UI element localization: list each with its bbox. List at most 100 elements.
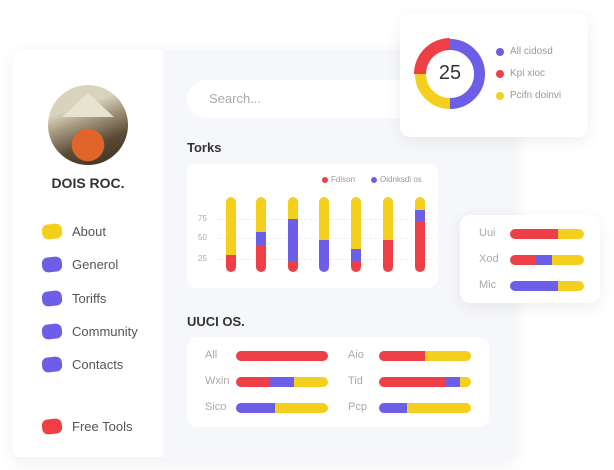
nav-blob-icon (41, 289, 63, 307)
bar-segment-red (379, 377, 447, 387)
stacked-bar (256, 197, 266, 272)
row-label: Sico (205, 401, 227, 413)
legend-label: Kpi xioc (510, 68, 546, 79)
horizontal-stacked-bar (510, 229, 584, 239)
row-label: Tid (348, 375, 363, 387)
bar-segment-yellow (425, 351, 471, 361)
avatar (48, 85, 128, 165)
sidebar-item-about[interactable]: About (41, 221, 106, 241)
row-label: Pcp (348, 401, 367, 413)
sidebar-item-toriffs[interactable]: Toriffs (41, 288, 107, 308)
bar-segment-purple (269, 377, 294, 387)
bar-segment-yellow (552, 255, 584, 265)
bar-segment-yellow (226, 197, 236, 255)
sidebar-item-free-tools[interactable]: Free Tools (41, 416, 133, 436)
bar-segment-red (510, 229, 559, 239)
sidebar-item-generol[interactable]: Generol (41, 254, 119, 274)
legend-dot (496, 47, 504, 56)
legend-dot (496, 91, 504, 100)
horizontal-stacked-bar (510, 255, 584, 265)
donut-legend-item: Pcifn doinvi (496, 90, 561, 101)
row-label: All (205, 349, 218, 361)
stacked-bar (319, 197, 329, 272)
legend-label: Oidnksdi os (380, 175, 422, 184)
stacked-bar (351, 197, 361, 272)
bar-segment-yellow (383, 197, 393, 240)
bar-segment-purple (510, 281, 559, 291)
bar-segment-red (379, 351, 425, 361)
sidebar-item-label: Community (72, 323, 138, 339)
bar-segment-yellow (319, 197, 329, 240)
nav-blob-icon (41, 222, 63, 240)
tick-label: 25 (198, 254, 207, 263)
bar-segment-purple (446, 377, 460, 387)
bar-segment-purple (379, 403, 407, 413)
donut-chart (414, 38, 485, 109)
sidebar-item-label: Toriffs (72, 290, 107, 306)
donut-legend-item: Kpi xioc (496, 68, 545, 79)
bar-segment-red (236, 377, 270, 387)
legend-label: Fdison (331, 175, 356, 184)
bar-segment-yellow (415, 197, 425, 210)
horizontal-stacked-bar (510, 281, 584, 291)
search-input[interactable]: Search... (187, 80, 427, 118)
sidebar-item-label: Generol (72, 256, 119, 272)
bar-segment-purple (256, 232, 266, 245)
bar-segment-red (256, 245, 266, 272)
nav-blob-icon (41, 355, 63, 373)
horizontal-stacked-bar (236, 403, 328, 413)
donut-legend-item: All cidosd (496, 46, 553, 57)
bar-segment-red (288, 260, 298, 272)
bar-segment-yellow (293, 377, 328, 387)
stacked-bar (288, 197, 298, 272)
donut-value: 25 (438, 62, 462, 84)
horizontal-stacked-bar (236, 351, 328, 361)
uuci-title: UUCI OS. (187, 314, 245, 329)
donut-card (400, 13, 588, 137)
bar-segment-red (351, 260, 361, 272)
horizontal-stacked-bar (379, 351, 471, 361)
bar-segment-red (383, 239, 393, 272)
horizontal-stacked-bar (379, 377, 471, 387)
legend-dot (322, 176, 328, 183)
bar-segment-red (236, 351, 328, 361)
bar-segment-yellow (558, 229, 584, 239)
tick-label: 50 (198, 233, 207, 242)
bar-segment-yellow (274, 403, 328, 413)
bar-segment-purple (319, 239, 329, 272)
row-label: Mic (479, 279, 497, 291)
tick-label: 75 (198, 214, 207, 223)
horizontal-stacked-bar (236, 377, 328, 387)
bar-segment-yellow (558, 281, 584, 291)
row-label: Wxin (205, 375, 230, 387)
bar-segment-yellow (288, 197, 298, 219)
bar-segment-red (510, 255, 536, 265)
legend-label: All cidosd (510, 46, 553, 57)
sidebar-item-label: Contacts (72, 356, 124, 372)
horizontal-stacked-bar (379, 403, 471, 413)
row-label: Aio (348, 349, 364, 361)
bar-segment-purple (535, 255, 553, 265)
bar-segment-purple (288, 218, 298, 261)
bar-segment-yellow (256, 197, 266, 233)
sidebar-item-label: Free Tools (72, 418, 133, 434)
torks-title: Torks (187, 140, 222, 155)
row-label: Uui (479, 227, 496, 239)
bar-segment-red (226, 254, 236, 272)
legend-dot (496, 69, 504, 78)
nav-blob-icon (41, 322, 63, 340)
sidebar-item-label: About (72, 223, 106, 239)
stacked-bar (383, 197, 393, 272)
legend-label: Pcifn doinvi (510, 90, 562, 101)
nav-blob-icon (41, 417, 63, 435)
bar-segment-yellow (459, 377, 471, 387)
bar-segment-yellow (351, 197, 361, 249)
bar-segment-purple (351, 248, 361, 261)
legend-fdison: Fdison (322, 175, 355, 184)
sidebar-item-contacts[interactable]: Contacts (41, 354, 124, 374)
bar-segment-purple (236, 403, 275, 413)
donut-segment-red (414, 38, 450, 74)
bar-segment-yellow (406, 403, 471, 413)
sidebar-item-community[interactable]: Community (41, 321, 138, 341)
stacked-bar (226, 197, 236, 272)
